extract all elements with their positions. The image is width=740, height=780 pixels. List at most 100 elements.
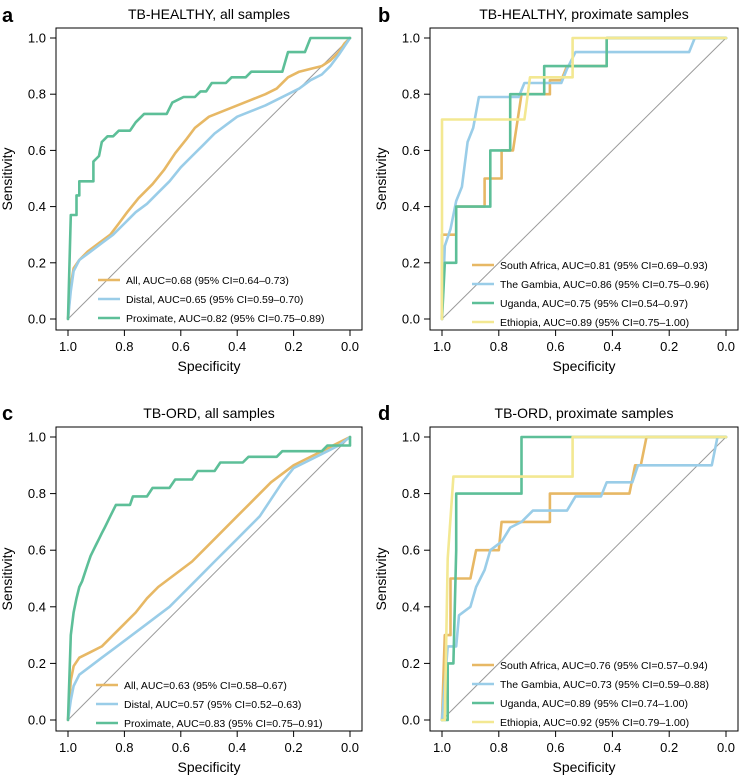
y-tick-label: 0.4 xyxy=(402,199,420,214)
x-tick-label: 0.8 xyxy=(115,339,133,354)
x-tick-label: 0.0 xyxy=(717,740,735,755)
x-tick-label: 0.4 xyxy=(603,339,621,354)
x-axis-label: Specificity xyxy=(177,759,240,775)
roc-curve-distal xyxy=(66,36,352,321)
legend-entry: Distal, AUC=0.57 (95% CI=0.52–0.63) xyxy=(124,699,301,711)
x-tick-label: 0.2 xyxy=(660,740,678,755)
x-tick-label: 0.8 xyxy=(115,740,133,755)
y-tick-label: 0.4 xyxy=(28,599,46,614)
x-tick-label: 0.4 xyxy=(603,740,621,755)
x-tick-label: 0.2 xyxy=(285,740,303,755)
panel-a: a TB-HEALTHY, all samples 1.0 0.8 0.6 0.4 0.2 0… xyxy=(0,5,363,374)
y-tick-label: 0.0 xyxy=(402,312,420,327)
y-tick-label: 0.0 xyxy=(28,312,46,327)
x-tick-label: 0.8 xyxy=(490,740,508,755)
legend-entry: Proximate, AUC=0.82 (95% CI=0.75–0.89) xyxy=(126,313,324,325)
y-tick-label: 0.8 xyxy=(28,87,46,102)
y-tick-label: 0.2 xyxy=(28,255,46,270)
roc-curve-all xyxy=(66,435,352,722)
roc-curve-ethiopia xyxy=(440,435,728,722)
roc-curve-uganda xyxy=(440,435,728,722)
legend-entry: Ethiopia, AUC=0.89 (95% CI=0.75–1.00) xyxy=(500,317,689,329)
plot-frame xyxy=(55,27,363,331)
plot-frame xyxy=(429,426,739,732)
y-tick-label: 0.0 xyxy=(28,713,46,728)
legend-entry: Distal, AUC=0.65 (95% CI=0.59–0.70) xyxy=(126,294,303,306)
x-tick-label: 0.6 xyxy=(172,740,190,755)
panel-c: c TB-ORD, all samples 1.0 0.8 0.6 0.4 0.2 0.0 0.… xyxy=(0,403,363,775)
y-tick-label: 0.8 xyxy=(402,87,420,102)
x-tick-label: 0.6 xyxy=(172,339,190,354)
panel-letter: a xyxy=(2,5,14,27)
x-tick-label: 0.0 xyxy=(341,740,359,755)
y-tick-label: 0.6 xyxy=(28,543,46,558)
y-tick-label: 0.2 xyxy=(28,656,46,671)
y-tick-label: 0.4 xyxy=(28,199,46,214)
legend-entry: Proximate, AUC=0.83 (95% CI=0.75–0.91) xyxy=(124,718,322,730)
y-axis-label: Sensitivity xyxy=(373,547,389,610)
legend-entry: The Gambia, AUC=0.86 (95% CI=0.75–0.96) xyxy=(500,279,709,291)
y-tick-label: 0.0 xyxy=(402,713,420,728)
legend-entry: The Gambia, AUC=0.73 (95% CI=0.59–0.88) xyxy=(500,679,709,691)
y-axis-label: Sensitivity xyxy=(373,147,389,210)
legend-entry: Uganda, AUC=0.75 (95% CI=0.54–0.97) xyxy=(500,298,688,310)
roc-curve-all xyxy=(66,36,352,321)
x-tick-label: 0.8 xyxy=(490,339,508,354)
y-tick-label: 0.6 xyxy=(402,543,420,558)
legend-entry: Uganda, AUC=0.89 (95% CI=0.74–1.00) xyxy=(500,698,688,710)
x-axis-label: Specificity xyxy=(177,358,240,374)
roc-curve-proximate xyxy=(66,435,352,722)
x-tick-label: 0.4 xyxy=(228,740,246,755)
x-tick-label: 0.0 xyxy=(341,339,359,354)
x-tick-label: 0.2 xyxy=(660,339,678,354)
x-tick-label: 0.6 xyxy=(547,740,565,755)
y-tick-label: 1.0 xyxy=(28,430,46,445)
panel-b: b TB-HEALTHY, proximate samples 1.0 0.8 0.6 0… xyxy=(373,5,739,374)
y-tick-label: 1.0 xyxy=(402,31,420,46)
y-tick-label: 0.8 xyxy=(402,486,420,501)
y-tick-label: 0.8 xyxy=(28,486,46,501)
plot-frame xyxy=(55,426,363,732)
x-tick-label: 0.2 xyxy=(285,339,303,354)
x-tick-label: 0.4 xyxy=(228,339,246,354)
panel-letter: b xyxy=(378,5,390,27)
diagonal-reference-line xyxy=(67,436,351,721)
panel-d: d TB-ORD, proximate samples 1.0 0.8 0.6 0.4 0.… xyxy=(373,403,739,775)
x-tick-label: 1.0 xyxy=(433,339,451,354)
roc-curve-uganda xyxy=(440,36,728,321)
y-tick-label: 0.2 xyxy=(402,255,420,270)
roc-curve-proximate xyxy=(66,36,352,321)
y-tick-label: 0.4 xyxy=(402,599,420,614)
diagonal-reference-line xyxy=(441,37,727,320)
legend-entry: South Africa, AUC=0.76 (95% CI=0.57–0.94… xyxy=(500,660,708,672)
chart-title: TB-HEALTHY, proximate samples xyxy=(479,6,689,22)
y-tick-label: 1.0 xyxy=(402,430,420,445)
x-axis-label: Specificity xyxy=(552,759,615,775)
roc-curve-distal xyxy=(66,435,352,722)
y-tick-label: 0.6 xyxy=(28,143,46,158)
chart-title: TB-ORD, all samples xyxy=(143,405,274,421)
panel-letter: d xyxy=(378,403,390,425)
y-axis-label: Sensitivity xyxy=(0,547,15,610)
diagonal-reference-line xyxy=(441,436,727,721)
x-tick-label: 1.0 xyxy=(433,740,451,755)
x-tick-label: 1.0 xyxy=(59,339,77,354)
legend-entry: All, AUC=0.63 (95% CI=0.58–0.67) xyxy=(124,680,287,692)
legend-entry: Ethiopia, AUC=0.92 (95% CI=0.79–1.00) xyxy=(500,717,689,729)
panel-letter: c xyxy=(2,403,13,425)
chart-title: TB-HEALTHY, all samples xyxy=(128,6,290,22)
y-tick-label: 0.6 xyxy=(402,143,420,158)
x-tick-label: 0.0 xyxy=(717,339,735,354)
x-axis-label: Specificity xyxy=(552,358,615,374)
y-tick-label: 0.2 xyxy=(402,656,420,671)
legend-entry: South Africa, AUC=0.81 (95% CI=0.69–0.93… xyxy=(500,260,708,272)
roc-curve-the-gambia xyxy=(440,435,728,722)
y-axis-label: Sensitivity xyxy=(0,147,15,210)
legend-entry: All, AUC=0.68 (95% CI=0.64–0.73) xyxy=(126,275,289,287)
x-tick-label: 1.0 xyxy=(59,740,77,755)
chart-title: TB-ORD, proximate samples xyxy=(495,405,674,421)
roc-curve-the-gambia xyxy=(440,36,728,321)
plot-frame xyxy=(429,27,739,331)
roc-curve-ethiopia xyxy=(440,36,728,321)
